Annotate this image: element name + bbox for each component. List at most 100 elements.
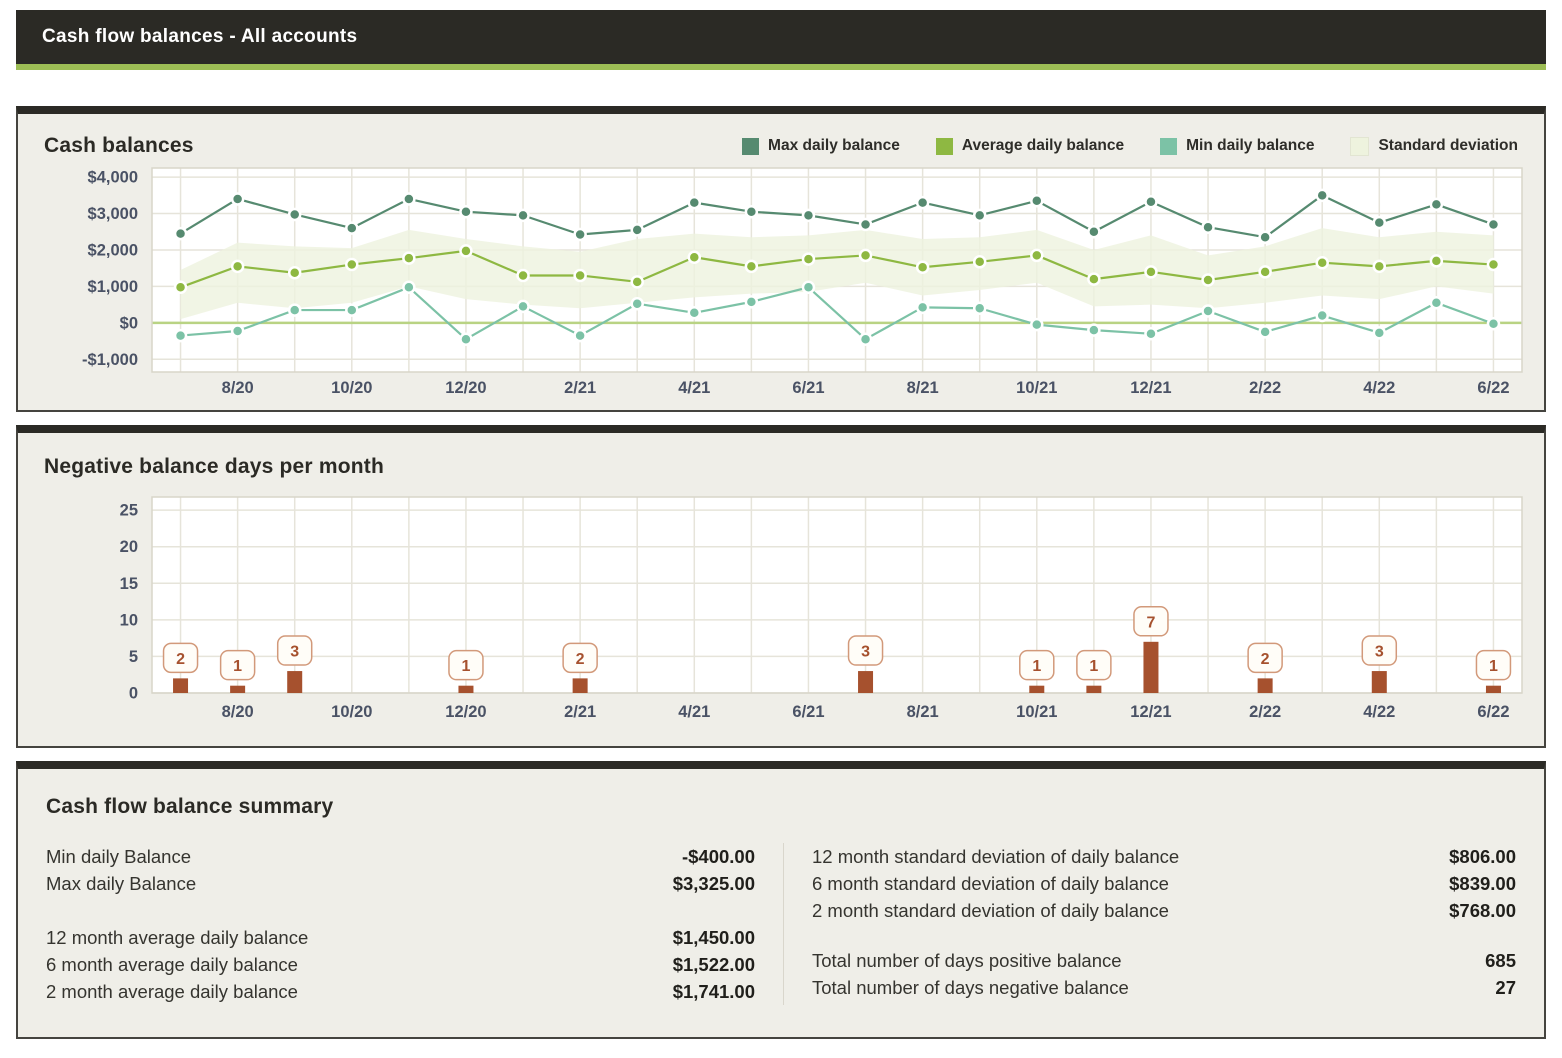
max-daily-balance-point	[459, 204, 473, 219]
svg-text:8/20: 8/20	[222, 379, 254, 397]
negative-days-bar	[1086, 685, 1102, 693]
svg-text:1: 1	[462, 658, 471, 675]
negative-days-bar	[1143, 641, 1159, 693]
average-daily-balance-point	[402, 251, 416, 265]
svg-text:2/21: 2/21	[564, 379, 596, 397]
svg-text:5: 5	[129, 648, 138, 666]
min-daily-balance-swatch-icon	[1160, 137, 1178, 155]
average-daily-balance-point	[858, 248, 873, 263]
svg-text:1: 1	[1032, 658, 1041, 675]
legend-item-standard-deviation: Standard deviation	[1350, 136, 1518, 156]
negative-days-bar	[173, 678, 189, 693]
summary-row-6-month-average-daily-balance: 6 month average daily balance $1,522.00	[46, 951, 755, 978]
svg-text:4/22: 4/22	[1363, 703, 1395, 721]
bar-value-badge: 3	[276, 635, 313, 666]
negative-days-bar	[1371, 671, 1387, 693]
average-daily-balance-point	[459, 244, 473, 258]
legend-item-max-daily-balance: Max daily balance	[742, 137, 900, 155]
summary-label: Total number of days negative balance	[812, 977, 1129, 998]
summary-label: Total number of days positive balance	[812, 950, 1122, 971]
svg-text:6/21: 6/21	[792, 379, 824, 397]
summary-title: Cash flow balance summary	[46, 795, 334, 818]
summary-row-6-month-standard-deviation-of-daily-balance: 6 month standard deviation of daily bala…	[812, 870, 1516, 897]
report-header: Cash flow balances - All accounts	[16, 10, 1546, 70]
summary-value: $3,325.00	[672, 873, 755, 894]
summary-panel: Cash flow balance summary Min daily Bala…	[16, 761, 1546, 1039]
average-daily-balance-point	[1315, 255, 1329, 270]
min-daily-balance-point	[1315, 308, 1329, 323]
report-title: Cash flow balances - All accounts	[42, 26, 358, 47]
max-daily-balance-point	[1486, 217, 1501, 232]
summary-value: $839.00	[1449, 873, 1516, 894]
average-daily-balance-point	[744, 259, 759, 274]
cash-balances-title: Cash balances	[44, 134, 194, 157]
svg-text:1: 1	[1089, 658, 1098, 675]
max-daily-balance-point	[1144, 194, 1158, 209]
min-daily-balance-point	[230, 324, 245, 338]
svg-text:10: 10	[120, 611, 138, 629]
max-daily-balance-point	[573, 227, 587, 242]
max-daily-balance-point	[915, 195, 930, 210]
summary-value: 685	[1485, 950, 1516, 971]
svg-text:6/21: 6/21	[792, 703, 824, 721]
summary-value: $1,522.00	[672, 954, 755, 975]
negative-days-bar	[1257, 678, 1273, 693]
summary-label: 6 month standard deviation of daily bala…	[812, 873, 1169, 894]
legend-label: Average daily balance	[961, 137, 1125, 154]
svg-text:-$1,000: -$1,000	[82, 351, 138, 369]
legend-label: Max daily balance	[768, 137, 900, 154]
bar-value-badge: 1	[1019, 649, 1055, 681]
summary-value: -$400.00	[681, 846, 755, 867]
max-daily-balance-point	[687, 195, 702, 210]
average-daily-balance-point	[801, 252, 816, 266]
summary-right-column: 12 month standard deviation of daily bal…	[784, 843, 1516, 1005]
legend-item-min-daily-balance: Min daily balance	[1160, 137, 1314, 155]
svg-text:12/21: 12/21	[1130, 379, 1171, 397]
average-daily-balance-point	[230, 259, 245, 274]
average-daily-balance-point	[1201, 273, 1215, 287]
min-daily-balance-point	[1144, 327, 1158, 341]
svg-text:8/21: 8/21	[907, 379, 939, 397]
svg-text:10/20: 10/20	[331, 703, 372, 721]
min-daily-balance-point	[402, 280, 416, 295]
standard-deviation-swatch-icon	[1350, 136, 1370, 156]
svg-text:6/22: 6/22	[1477, 703, 1509, 721]
summary-row-min-daily-balance: Min daily Balance -$400.00	[46, 843, 755, 870]
bar-value-badge: 2	[162, 642, 199, 674]
max-daily-balance-point	[858, 217, 873, 232]
bar-value-badge: 2	[562, 642, 598, 674]
summary-row-2-month-standard-deviation-of-daily-balance: 2 month standard deviation of daily bala…	[812, 897, 1516, 924]
summary-value: $806.00	[1449, 846, 1516, 867]
bar-value-badge: 1	[1076, 649, 1112, 681]
min-daily-balance-point	[287, 303, 302, 317]
max-daily-balance-point	[173, 226, 188, 241]
summary-value: 27	[1495, 977, 1516, 998]
min-daily-balance-point	[516, 299, 530, 314]
average-daily-balance-point	[1429, 254, 1444, 268]
svg-text:2/22: 2/22	[1249, 379, 1281, 397]
max-daily-balance-point	[972, 208, 987, 223]
average-daily-balance-point	[573, 268, 587, 283]
negative-days-bar	[458, 685, 474, 693]
svg-text:$2,000: $2,000	[88, 241, 138, 259]
min-daily-balance-point	[1258, 325, 1272, 339]
summary-row-max-daily-balance: Max daily Balance $3,325.00	[46, 870, 755, 897]
bar-value-badge: 2	[1247, 642, 1283, 674]
max-daily-balance-point	[230, 192, 245, 206]
average-daily-balance-point	[915, 260, 930, 275]
svg-text:25: 25	[120, 502, 138, 520]
summary-label: 12 month standard deviation of daily bal…	[812, 846, 1180, 867]
max-daily-balance-point	[1372, 215, 1387, 230]
min-daily-balance-point	[630, 296, 644, 311]
average-daily-balance-series	[173, 244, 1501, 295]
negative-days-bar	[287, 671, 303, 693]
average-daily-balance-point	[1144, 265, 1158, 279]
svg-text:10/20: 10/20	[331, 379, 372, 397]
bar-value-badge: 1	[219, 649, 256, 681]
svg-text:12/20: 12/20	[445, 379, 486, 397]
summary-row-12-month-standard-deviation-of-daily-balance: 12 month standard deviation of daily bal…	[812, 843, 1516, 870]
average-daily-balance-point	[173, 280, 188, 295]
min-daily-balance-point	[573, 328, 587, 343]
negative-days-bar	[1485, 685, 1501, 693]
max-daily-balance-point	[1315, 188, 1329, 203]
